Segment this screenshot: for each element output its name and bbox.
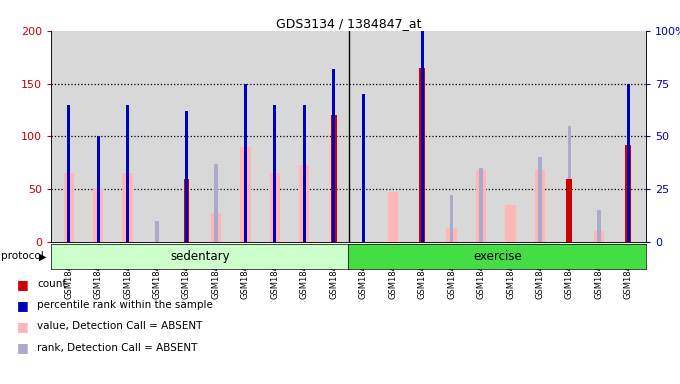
Bar bbox=[594, 231, 604, 242]
Bar bbox=[299, 165, 309, 242]
Bar bbox=[184, 179, 190, 242]
Bar bbox=[568, 126, 571, 242]
Bar bbox=[93, 189, 103, 242]
Text: ■: ■ bbox=[17, 341, 29, 354]
Text: ■: ■ bbox=[17, 299, 29, 312]
Bar bbox=[270, 173, 280, 242]
Text: exercise: exercise bbox=[473, 250, 522, 263]
Bar bbox=[211, 214, 221, 242]
Bar bbox=[63, 173, 74, 242]
Text: ▶: ▶ bbox=[39, 251, 46, 262]
Text: value, Detection Call = ABSENT: value, Detection Call = ABSENT bbox=[37, 321, 203, 331]
Title: GDS3134 / 1384847_at: GDS3134 / 1384847_at bbox=[276, 17, 421, 30]
Bar bbox=[331, 115, 337, 242]
Bar bbox=[476, 170, 486, 242]
Bar bbox=[421, 31, 424, 242]
Text: ■: ■ bbox=[17, 278, 29, 291]
Bar bbox=[388, 192, 398, 242]
Bar bbox=[126, 104, 129, 242]
Text: ■: ■ bbox=[17, 320, 29, 333]
Bar bbox=[538, 157, 542, 242]
Bar bbox=[155, 221, 159, 242]
Bar bbox=[122, 173, 133, 242]
Text: percentile rank within the sample: percentile rank within the sample bbox=[37, 300, 214, 310]
Bar bbox=[534, 170, 545, 242]
Bar bbox=[333, 69, 335, 242]
Bar bbox=[244, 84, 247, 242]
Bar bbox=[450, 195, 454, 242]
Bar bbox=[97, 136, 99, 242]
Bar bbox=[566, 179, 573, 242]
Bar bbox=[505, 205, 515, 242]
Bar bbox=[273, 104, 276, 242]
Text: count: count bbox=[37, 279, 67, 289]
Bar bbox=[67, 104, 70, 242]
Bar bbox=[419, 68, 425, 242]
Text: sedentary: sedentary bbox=[170, 250, 230, 263]
Bar bbox=[627, 84, 630, 242]
Bar bbox=[626, 145, 631, 242]
Bar bbox=[303, 104, 306, 242]
Bar bbox=[447, 228, 457, 242]
Bar bbox=[479, 168, 483, 242]
Bar bbox=[362, 94, 364, 242]
Bar bbox=[214, 164, 218, 242]
Text: rank, Detection Call = ABSENT: rank, Detection Call = ABSENT bbox=[37, 343, 198, 353]
Text: protocol: protocol bbox=[1, 251, 44, 262]
Bar bbox=[185, 111, 188, 242]
Bar bbox=[597, 210, 600, 242]
Bar bbox=[240, 147, 250, 242]
